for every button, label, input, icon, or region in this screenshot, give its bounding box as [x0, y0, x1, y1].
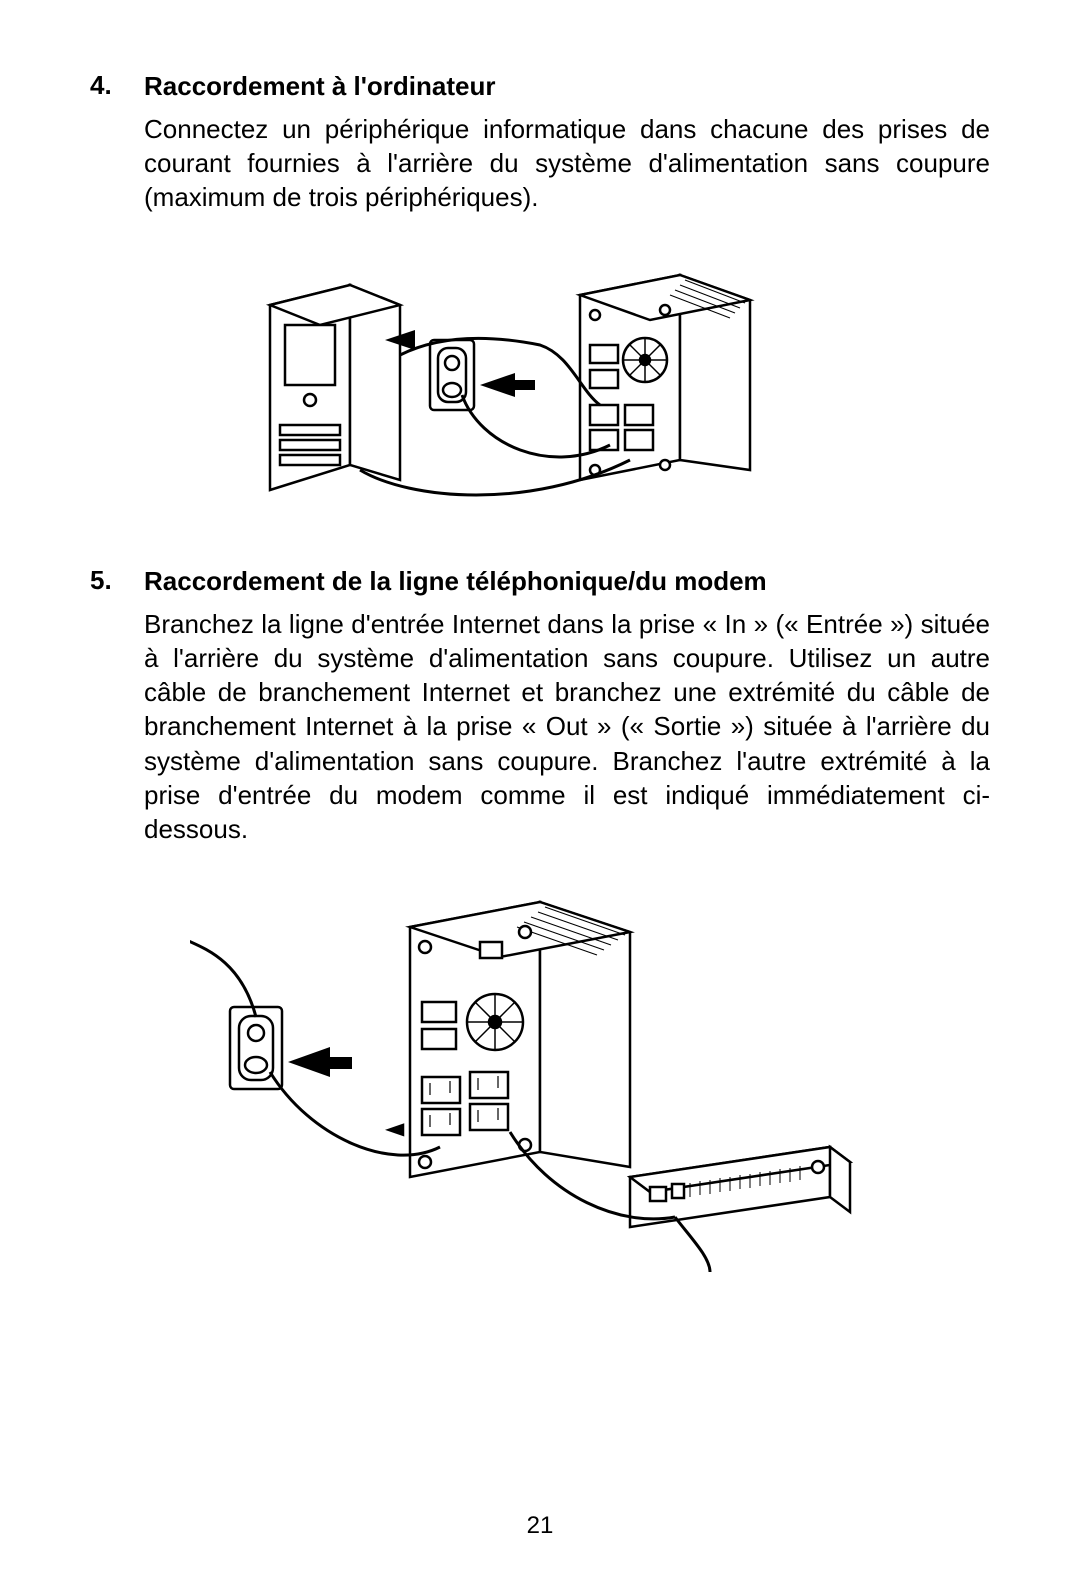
ups-modem-diagram	[190, 877, 890, 1277]
section-number: 5.	[90, 565, 144, 596]
section-heading: Raccordement de la ligne téléphonique/du…	[144, 565, 767, 599]
section-number: 4.	[90, 70, 144, 101]
section-heading: Raccordement à l'ordinateur	[144, 70, 496, 104]
section-5-header: 5. Raccordement de la ligne téléphonique…	[90, 565, 990, 599]
section-5-body: Branchez la ligne d'entrée Internet dans…	[144, 607, 990, 847]
manual-page: 4. Raccordement à l'ordinateur Connectez…	[0, 0, 1080, 1580]
ups-computer-diagram	[230, 245, 850, 525]
figure-computer-connection	[90, 245, 990, 525]
section-4-header: 4. Raccordement à l'ordinateur	[90, 70, 990, 104]
figure-modem-connection	[90, 877, 990, 1277]
page-number: 21	[0, 1512, 1080, 1540]
section-4-body: Connectez un périphérique informatique d…	[144, 112, 990, 215]
